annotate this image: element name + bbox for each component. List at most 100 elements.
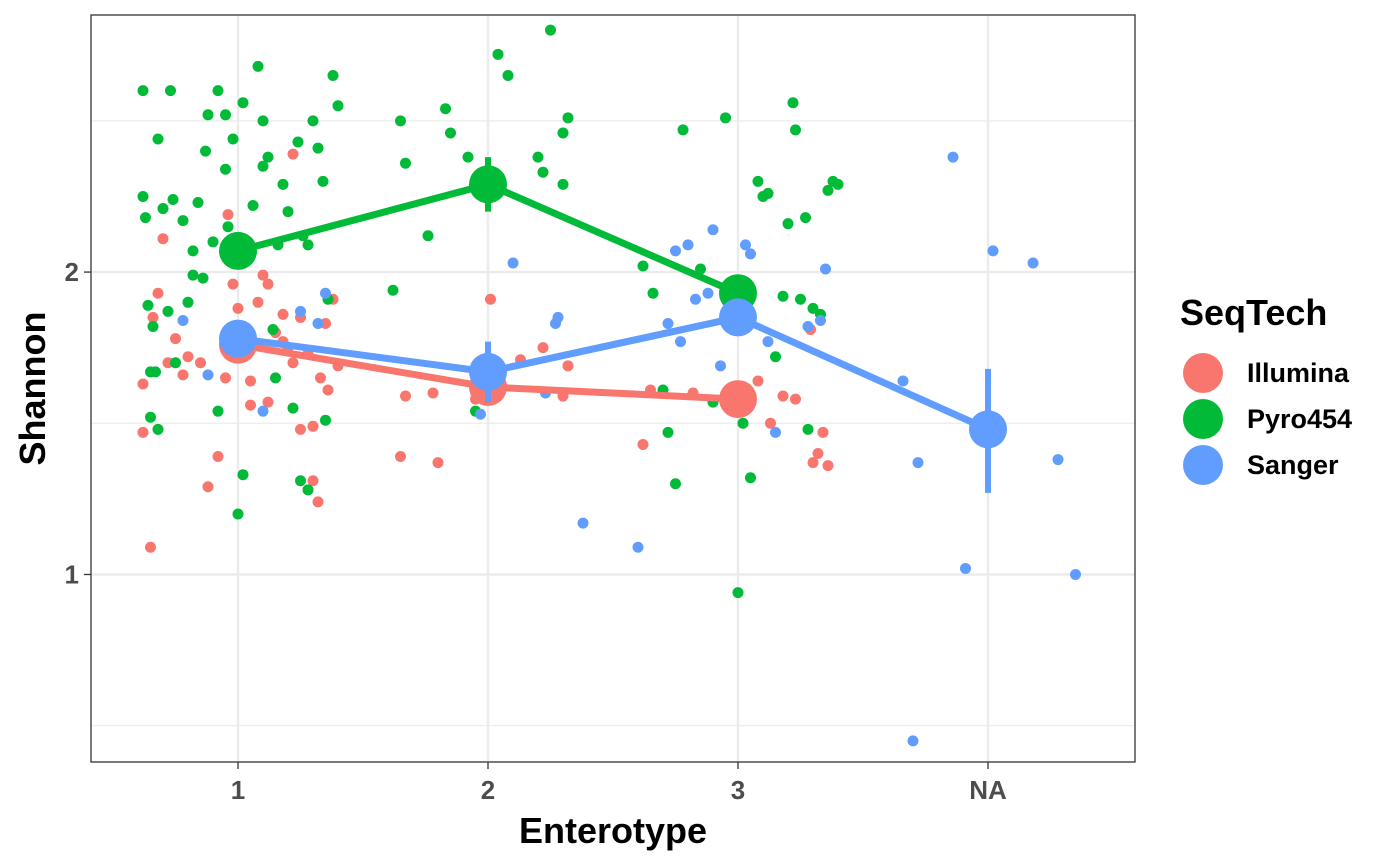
point-illumina [307,475,319,487]
point-pyro454 [277,178,289,190]
point-pyro454 [777,290,789,302]
legend-key-sanger [1183,445,1223,485]
point-sanger [960,562,971,574]
point-pyro454 [662,426,674,438]
mean-marker-pyro454 [219,231,257,270]
panel-border [90,14,1136,763]
point-pyro454 [745,472,756,484]
point-pyro454 [152,423,164,435]
points-layer [137,24,1081,747]
point-sanger [312,317,324,329]
point-sanger [670,245,681,257]
point-pyro454 [270,372,281,384]
point-pyro454 [317,175,329,187]
point-pyro454 [140,212,151,224]
point-illumina [427,387,439,399]
y-axis-title: Shannon [12,312,53,466]
point-pyro454 [152,133,164,145]
point-sanger [577,517,589,529]
point-illumina [212,451,224,463]
point-illumina [195,357,206,369]
point-pyro454 [222,221,234,233]
point-pyro454 [695,263,706,275]
point-pyro454 [207,236,219,248]
point-pyro454 [737,417,749,429]
summary-lines-layer [219,157,1007,493]
point-illumina [152,287,164,299]
point-illumina [307,420,319,432]
point-pyro454 [137,190,149,202]
point-illumina [137,378,149,390]
point-sanger [320,287,331,299]
point-pyro454 [492,48,504,60]
point-pyro454 [197,272,209,284]
legend-title: SeqTech [1180,292,1327,333]
point-sanger [907,735,919,747]
point-pyro454 [790,124,801,136]
point-pyro454 [137,85,149,97]
point-sanger [820,263,831,275]
point-pyro454 [302,239,314,251]
point-illumina [232,302,244,314]
point-sanger [682,239,694,251]
point-illumina [157,233,169,245]
point-illumina [432,457,444,469]
point-sanger [1027,257,1039,269]
point-illumina [262,396,274,408]
point-pyro454 [677,124,689,136]
point-illumina [400,390,411,402]
point-pyro454 [795,293,806,305]
point-pyro454 [147,321,159,333]
point-pyro454 [800,212,811,224]
point-illumina [182,351,194,363]
point-pyro454 [557,127,569,139]
point-pyro454 [732,587,744,599]
point-pyro454 [562,112,574,124]
point-sanger [762,336,774,348]
legend-label-pyro454: Pyro454 [1247,404,1352,434]
point-sanger [662,317,674,329]
point-pyro454 [292,136,304,148]
point-sanger [912,457,924,469]
legend: SeqTech Illumina Pyro454 Sanger [1180,292,1352,485]
point-pyro454 [752,175,764,187]
point-illumina [245,375,256,387]
point-pyro454 [295,475,306,487]
point-pyro454 [170,357,181,369]
point-pyro454 [177,215,189,227]
point-illumina [485,293,496,305]
point-illumina [765,417,776,429]
point-pyro454 [422,230,434,242]
point-illumina [295,423,306,435]
point-illumina [395,451,406,463]
point-sanger [715,360,726,372]
point-pyro454 [157,203,169,215]
mean-marker-pyro454 [469,165,507,204]
point-pyro454 [637,260,649,272]
point-illumina [252,296,264,308]
point-illumina [537,342,549,354]
point-sanger [507,257,519,269]
point-illumina [287,148,299,160]
point-illumina [790,393,801,405]
point-sanger [802,321,814,333]
point-pyro454 [142,299,154,311]
point-pyro454 [247,200,259,212]
point-pyro454 [182,296,194,308]
point-pyro454 [262,151,274,163]
point-sanger [702,287,714,299]
point-sanger [550,317,561,329]
point-pyro454 [212,85,224,97]
point-pyro454 [320,414,331,426]
point-sanger [987,245,999,257]
legend-label-illumina: Illumina [1247,358,1350,388]
point-illumina [322,384,334,396]
mean-marker-sanger [469,352,507,391]
point-pyro454 [557,178,569,190]
point-pyro454 [400,157,411,169]
point-pyro454 [287,402,299,414]
mean-marker-sanger [219,319,257,358]
point-illumina [822,460,834,472]
point-pyro454 [440,103,451,115]
